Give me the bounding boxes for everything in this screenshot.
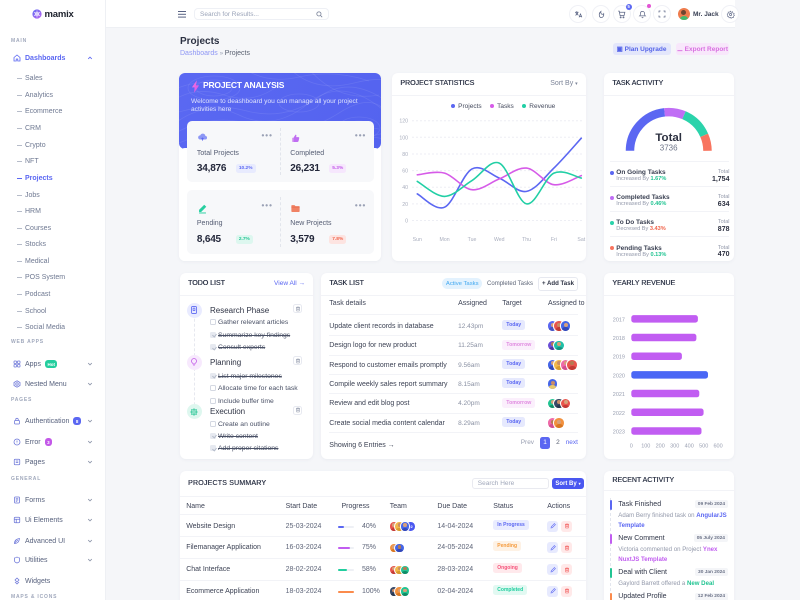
svg-text:Thu: Thu — [522, 236, 531, 242]
svg-text:2019: 2019 — [613, 354, 625, 360]
svg-text:Tue: Tue — [468, 236, 477, 242]
svg-text:100: 100 — [400, 135, 409, 141]
svg-text:120: 120 — [400, 118, 409, 124]
svg-text:80: 80 — [403, 152, 409, 158]
svg-text:20: 20 — [403, 201, 409, 207]
svg-text:2017: 2017 — [613, 317, 625, 323]
svg-text:40: 40 — [403, 185, 409, 191]
svg-text:2020: 2020 — [613, 373, 625, 379]
svg-text:2021: 2021 — [613, 392, 625, 398]
svg-text:2018: 2018 — [613, 336, 625, 342]
svg-text:3736: 3736 — [660, 143, 678, 152]
svg-text:300: 300 — [670, 443, 679, 449]
svg-text:60: 60 — [403, 168, 409, 174]
svg-text:Sat: Sat — [578, 236, 586, 242]
svg-text:100: 100 — [642, 443, 651, 449]
svg-text:Mon: Mon — [440, 236, 450, 242]
svg-text:Fri: Fri — [551, 236, 557, 242]
svg-text:Wed: Wed — [494, 236, 505, 242]
svg-text:0: 0 — [630, 443, 633, 449]
svg-text:2023: 2023 — [613, 429, 625, 435]
svg-text:500: 500 — [699, 443, 708, 449]
svg-text:0: 0 — [405, 218, 408, 224]
svg-text:Sun: Sun — [413, 236, 422, 242]
svg-text:2022: 2022 — [613, 410, 625, 416]
svg-text:200: 200 — [656, 443, 665, 449]
svg-text:Total: Total — [656, 131, 683, 143]
svg-text:400: 400 — [685, 443, 694, 449]
svg-text:600: 600 — [714, 443, 723, 449]
